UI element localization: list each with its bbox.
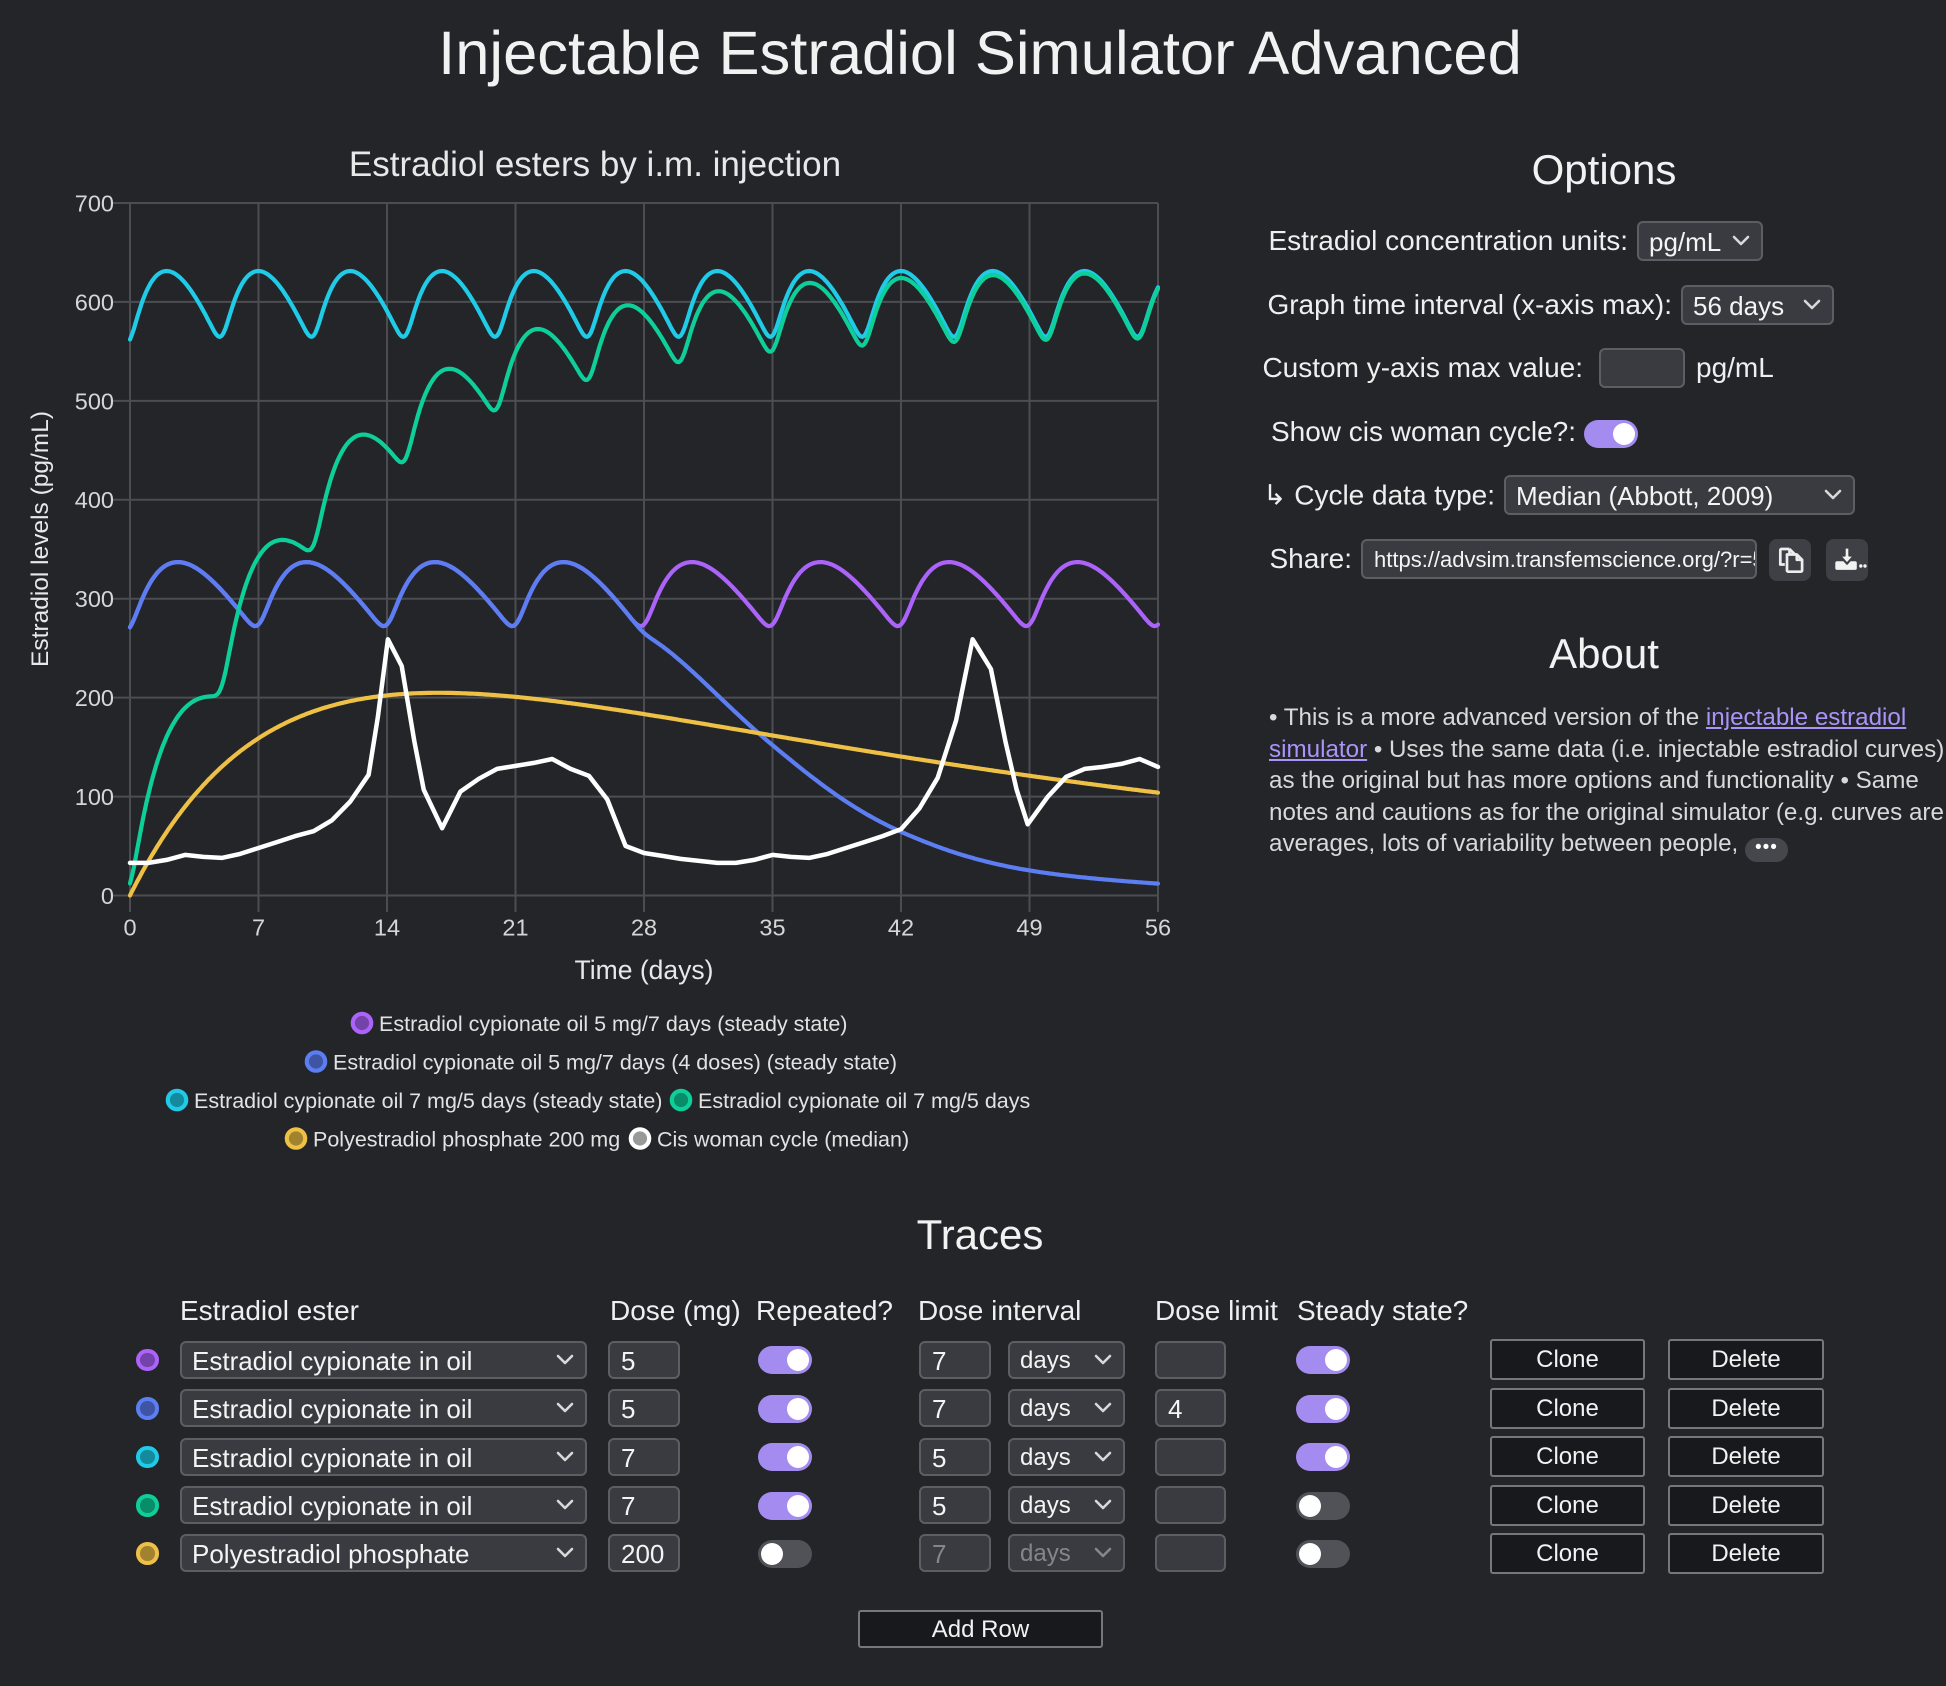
svg-text:600: 600 [75, 289, 114, 315]
svg-text:7: 7 [252, 915, 265, 941]
svg-text:49: 49 [1016, 915, 1042, 941]
svg-text:200: 200 [75, 685, 114, 711]
svg-text:Estradiol cypionate oil 5 mg/7: Estradiol cypionate oil 5 mg/7 days (ste… [379, 1012, 847, 1036]
svg-text:300: 300 [75, 586, 114, 612]
svg-text:Estradiol cypionate oil 7 mg/5: Estradiol cypionate oil 7 mg/5 days (ste… [194, 1089, 662, 1113]
svg-text:56: 56 [1145, 915, 1171, 941]
svg-text:Time (days): Time (days) [575, 955, 714, 985]
svg-text:Polyestradiol phosphate 200 mg: Polyestradiol phosphate 200 mg [313, 1128, 620, 1152]
svg-text:Estradiol cypionate oil 7 mg/5: Estradiol cypionate oil 7 mg/5 days [698, 1089, 1030, 1113]
svg-text:Estradiol levels (pg/mL): Estradiol levels (pg/mL) [27, 411, 54, 667]
svg-text:0: 0 [123, 915, 136, 941]
svg-text:100: 100 [75, 784, 114, 810]
svg-text:42: 42 [888, 915, 914, 941]
svg-text:35: 35 [759, 915, 785, 941]
svg-text:700: 700 [75, 190, 114, 216]
svg-text:28: 28 [631, 915, 657, 941]
svg-text:21: 21 [502, 915, 528, 941]
svg-text:Estradiol cypionate oil 5 mg/7: Estradiol cypionate oil 5 mg/7 days (4 d… [333, 1051, 897, 1075]
svg-text:Cis woman cycle (median): Cis woman cycle (median) [657, 1128, 909, 1152]
svg-text:400: 400 [75, 487, 114, 513]
svg-text:Estradiol esters by i.m. injec: Estradiol esters by i.m. injection [349, 145, 841, 184]
svg-text:0: 0 [101, 883, 114, 909]
svg-text:14: 14 [374, 915, 400, 941]
svg-text:500: 500 [75, 388, 114, 414]
